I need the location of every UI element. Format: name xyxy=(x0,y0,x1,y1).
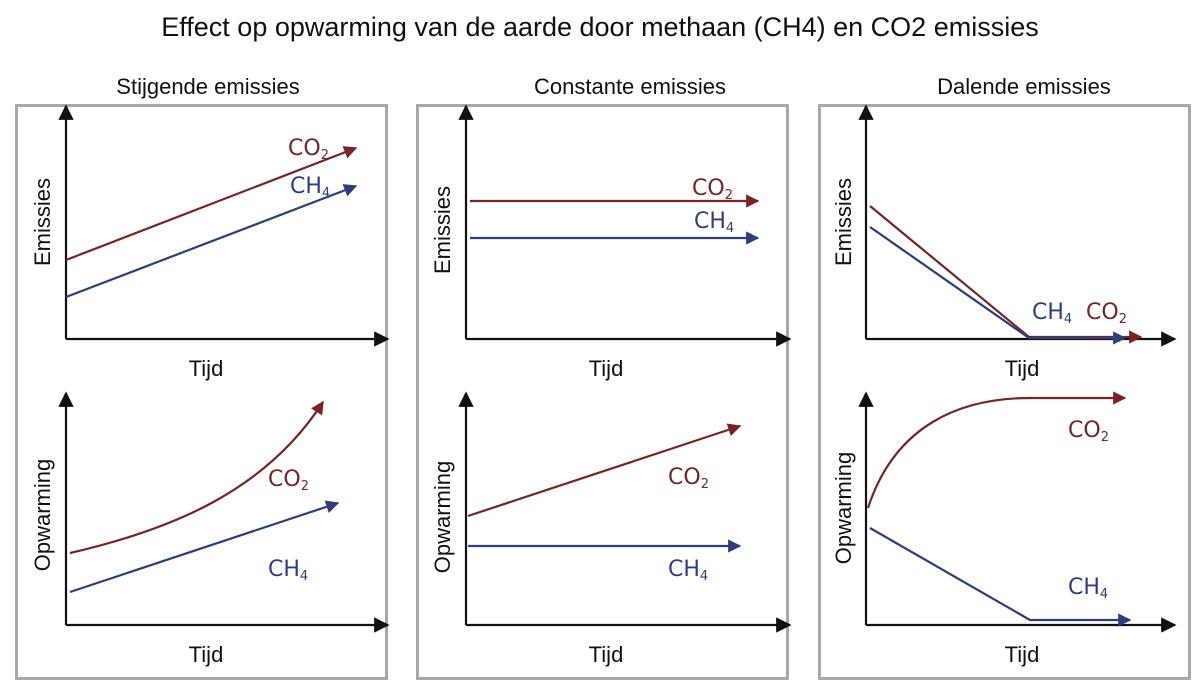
panel-constant xyxy=(416,104,789,680)
x-axis-label: Tijd xyxy=(589,642,624,667)
x-axis-label: Tijd xyxy=(189,356,224,381)
co2-warming-line xyxy=(467,423,742,518)
ch4-label-part: CH xyxy=(1068,575,1100,600)
y-axis-label: Emissies xyxy=(430,186,455,274)
panel-rising xyxy=(15,104,388,680)
ch4-label-part: 4 xyxy=(1100,587,1108,602)
ch4-label: CH4 xyxy=(694,209,734,236)
column-title-rising: Stijgende emissies xyxy=(116,74,300,99)
co2-label-part: 2 xyxy=(301,479,309,494)
ch4-emissions-line xyxy=(65,184,358,299)
y-axis-label: Opwarming xyxy=(30,459,55,571)
page-title: Effect op opwarming van de aarde door me… xyxy=(161,12,1039,42)
co2-warming-curve xyxy=(69,400,324,555)
x-axis-label: Tijd xyxy=(1005,356,1040,381)
x-axis-label: Tijd xyxy=(589,356,624,381)
ch4-label-part: 4 xyxy=(726,221,734,236)
co2-label-part: 2 xyxy=(725,188,733,203)
co2-label-part: 2 xyxy=(701,477,709,492)
column-title-falling: Dalende emissies xyxy=(937,74,1111,99)
ch4-label-part: CH xyxy=(694,209,726,234)
co2-label-part: CO xyxy=(668,465,701,490)
ch4-warming-line xyxy=(69,500,340,594)
co2-label-part: CO xyxy=(692,176,725,201)
co2-label: CO2 xyxy=(268,467,309,494)
ch4-label-part: 4 xyxy=(322,186,330,201)
column-title-constant: Constante emissies xyxy=(534,74,726,99)
co2-label: CO2 xyxy=(1086,300,1127,327)
co2-warming-curve xyxy=(866,391,1127,509)
co2-label-part: 2 xyxy=(321,148,329,163)
ch4-warming-line xyxy=(869,527,1132,627)
co2-label-part: CO xyxy=(1086,300,1119,325)
ch4-label: CH4 xyxy=(1068,575,1108,602)
ch4-label-part: 4 xyxy=(300,569,308,584)
ch4-label-part: CH xyxy=(668,557,700,582)
co2-label-part: CO xyxy=(268,467,301,492)
co2-label: CO2 xyxy=(288,136,329,163)
co2-label-part: 2 xyxy=(1119,312,1127,327)
ch4-emissions-line xyxy=(869,226,1127,345)
panel-falling xyxy=(818,104,1191,680)
co2-label-part: CO xyxy=(288,136,321,161)
ch4-label-part: CH xyxy=(290,174,322,199)
ch4-label-part: 4 xyxy=(700,569,708,584)
co2-label-part: CO xyxy=(1068,418,1101,443)
y-axis-label: Opwarming xyxy=(430,461,455,573)
co2-label: CO2 xyxy=(668,465,709,492)
y-axis-label: Emissies xyxy=(831,178,856,266)
ch4-label: CH4 xyxy=(268,557,308,584)
co2-label: CO2 xyxy=(692,176,733,203)
ch4-label-part: 4 xyxy=(1064,312,1072,327)
co2-label: CO2 xyxy=(1068,418,1109,445)
ch4-label-part: CH xyxy=(1032,300,1064,325)
co2-emissions-line xyxy=(65,146,358,262)
ch4-label: CH4 xyxy=(290,174,330,201)
x-axis-label: Tijd xyxy=(1005,642,1040,667)
ch4-label: CH4 xyxy=(668,557,708,584)
y-axis-label: Opwarming xyxy=(831,452,856,564)
x-axis-label: Tijd xyxy=(189,642,224,667)
y-axis-label: Emissies xyxy=(30,178,55,266)
co2-label-part: 2 xyxy=(1101,430,1109,445)
ch4-label: CH4 xyxy=(1032,300,1072,327)
ch4-label-part: CH xyxy=(268,557,300,582)
